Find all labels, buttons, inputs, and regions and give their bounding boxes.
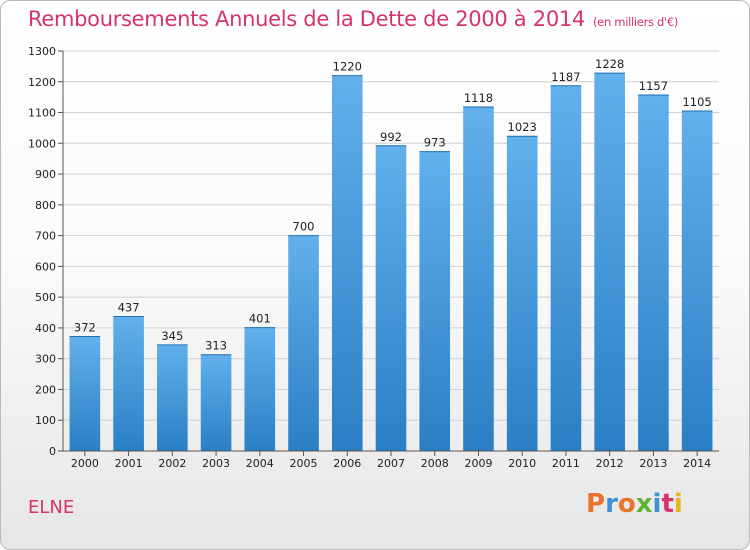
data-label-2001: 437: [118, 301, 140, 315]
x-axis: 2000 2001 2002 2003 2004 2005 2006 2007 2008 2009…: [63, 450, 719, 470]
bar-2002: [157, 344, 188, 451]
y-tick-label: 1300: [28, 45, 56, 58]
y-tick-label: 1000: [28, 137, 56, 150]
bar-2006: [331, 75, 363, 451]
bars: 372 437 345 313 401 700 1220 992 973 1118 1023 1187…: [69, 57, 713, 452]
data-label-2010: 1023: [508, 120, 537, 134]
bar-2000: [69, 336, 101, 451]
brand-letter: t: [661, 489, 674, 519]
brand-letter: x: [635, 489, 653, 519]
city-name: ELNE: [28, 497, 75, 518]
x-tick-label-2008: 2008: [421, 457, 449, 470]
data-label-2006: 1220: [333, 60, 362, 74]
y-tick-label: 0: [49, 445, 56, 458]
y-tick-label: 400: [35, 322, 56, 335]
bar-2008: [419, 151, 451, 451]
data-label-2004: 401: [249, 312, 271, 326]
bar-2004: [244, 327, 276, 451]
y-tick-label: 800: [35, 199, 56, 212]
brand-letter: P: [586, 489, 606, 519]
x-tick-label-2005: 2005: [290, 457, 318, 470]
x-tick-label-2003: 2003: [202, 457, 230, 470]
data-label-2008: 973: [424, 136, 446, 150]
bar-2005: [288, 235, 319, 451]
chart-title: Remboursements Annuels de la Dette de 20…: [28, 7, 678, 31]
x-tick-label-2012: 2012: [596, 457, 624, 470]
data-label-2013: 1157: [639, 79, 668, 93]
x-tick-label-2013: 2013: [639, 457, 667, 470]
x-tick-label-2006: 2006: [333, 457, 361, 470]
x-tick-label-2004: 2004: [246, 457, 274, 470]
data-label-2011: 1187: [551, 70, 580, 84]
bar-2007: [375, 145, 407, 451]
bar-2011: [550, 85, 582, 452]
bar-2009: [463, 107, 494, 451]
y-tick-label: 700: [35, 230, 56, 243]
brand-letter: i: [673, 489, 683, 519]
x-tick-label-2009: 2009: [464, 457, 492, 470]
y-tick-label: 500: [35, 291, 56, 304]
bar-2013: [638, 95, 669, 451]
brand-logo: Proxiti: [586, 489, 683, 519]
y-tick-label: 1100: [28, 107, 56, 120]
y-tick-label: 600: [35, 260, 56, 273]
data-label-2002: 345: [161, 329, 183, 343]
x-tick-label-2007: 2007: [377, 457, 405, 470]
data-label-2003: 313: [205, 339, 227, 353]
chart-title-text: Remboursements Annuels de la Dette de 20…: [28, 7, 585, 31]
bar-2012: [594, 73, 625, 452]
data-label-2000: 372: [74, 321, 96, 335]
data-label-2014: 1105: [682, 95, 711, 109]
bar-2001: [113, 316, 144, 451]
x-tick-label-2010: 2010: [508, 457, 536, 470]
x-tick-label-2000: 2000: [71, 457, 99, 470]
data-label-2009: 1118: [464, 91, 493, 105]
x-tick-label-2002: 2002: [158, 457, 186, 470]
y-tick-label: 1200: [28, 76, 56, 89]
chart-unit: (en milliers d'€): [593, 15, 679, 29]
data-label-2007: 992: [380, 130, 402, 144]
y-tick-label: 300: [35, 353, 56, 366]
y-tick-label: 100: [35, 414, 56, 427]
bar-2010: [506, 136, 538, 451]
x-tick-label-2001: 2001: [115, 457, 143, 470]
y-tick-label: 200: [35, 383, 56, 396]
x-tick-label-2011: 2011: [552, 457, 580, 470]
brand-letter: r: [605, 489, 618, 519]
x-tick-label-2014: 2014: [683, 457, 711, 470]
bar-2003: [200, 354, 232, 451]
bar-2014: [681, 111, 713, 451]
y-axis: 0 100 200 300 400 500 600 700 800 900 1000 1100 1200…: [28, 45, 64, 458]
y-tick-label: 900: [35, 168, 56, 181]
brand-letter: o: [617, 489, 636, 519]
brand-letter: i: [652, 489, 662, 519]
data-label-2005: 700: [293, 220, 315, 234]
data-label-2012: 1228: [595, 57, 624, 71]
